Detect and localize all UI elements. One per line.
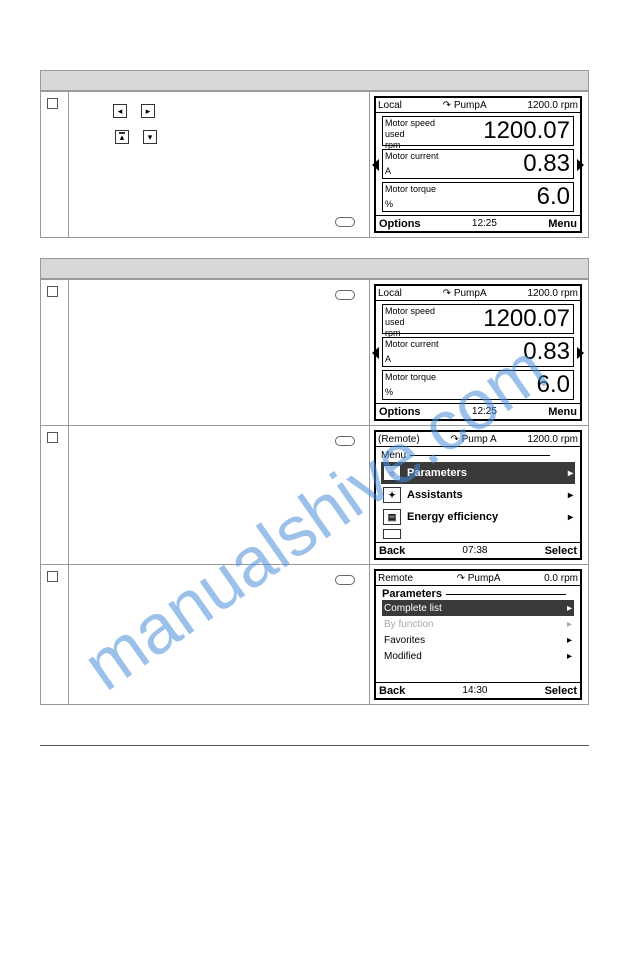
direction-label: ↷ PumpA <box>402 288 528 299</box>
lcd-home-2: Local ↷ PumpA 1200.0 rpm Motor speed use… <box>374 284 582 421</box>
clock: 12:25 <box>421 406 549 417</box>
up-arrow-key: ▴ <box>115 130 129 144</box>
speed-label: 0.0 rpm <box>544 573 578 584</box>
motor-current-value: 0.83 <box>458 150 573 178</box>
soft-key-icon <box>335 290 355 300</box>
chevron-right-icon: ▸ <box>567 603 572 614</box>
step-2a <box>69 280 370 425</box>
section-2: Local ↷ PumpA 1200.0 rpm Motor speed use… <box>40 258 589 705</box>
nav-right-icon <box>577 347 584 359</box>
checkbox-1[interactable] <box>47 98 58 109</box>
soft-key-icon <box>335 436 355 446</box>
chevron-right-icon: ▸ <box>568 512 573 523</box>
reading-1: Motor speed usedrpm 1200.07 <box>382 116 574 146</box>
reading-2: Motor currentA 0.83 <box>382 149 574 179</box>
lcd-params: Remote ↷ PumpA 0.0 rpm Parameters Comple… <box>374 569 582 700</box>
speed-label: 1200.0 rpm <box>527 288 578 299</box>
down-arrow-key: ▾ <box>143 130 157 144</box>
lcd-menu: (Remote) ↷ Pump A 1200.0 rpm Menu ☼Param… <box>374 430 582 560</box>
chevron-right-icon: ▸ <box>568 490 573 501</box>
param-modified[interactable]: Modified▸ <box>382 648 574 664</box>
reading-3: Motor torque% 6.0 <box>382 182 574 212</box>
mode-label: (Remote) <box>378 434 420 445</box>
nav-left-icon <box>372 159 379 171</box>
speed-label: 1200.0 rpm <box>527 434 578 445</box>
checkbox-4[interactable] <box>47 571 58 582</box>
options-softkey[interactable]: Options <box>379 218 421 230</box>
soft-key-icon <box>335 575 355 585</box>
right-arrow-key: ▸ <box>141 104 155 118</box>
row-2a: Local ↷ PumpA 1200.0 rpm Motor speed use… <box>41 279 588 425</box>
params-title: Parameters <box>382 588 574 600</box>
motor-speed-value: 1200.07 <box>458 117 573 145</box>
checkbox-2[interactable] <box>47 286 58 297</box>
lcd-home-1: Local ↷ PumpA 1200.0 rpm Motor speed use… <box>374 96 582 233</box>
nav-right-icon <box>577 159 584 171</box>
direction-label: ↷ PumpA <box>413 573 544 584</box>
menu-item-more <box>381 528 575 540</box>
chevron-right-icon: ▸ <box>568 468 573 479</box>
assistants-icon: ✦ <box>383 487 401 503</box>
row-2b: (Remote) ↷ Pump A 1200.0 rpm Menu ☼Param… <box>41 425 588 564</box>
param-by-function[interactable]: By function▸ <box>382 616 574 632</box>
menu-item-parameters[interactable]: ☼Parameters▸ <box>381 462 575 484</box>
section-1: ◂ ▸ ▴ ▾ Local ↷ PumpA 1200.0 rpm Motor s… <box>40 70 589 238</box>
clock: 07:38 <box>405 545 544 556</box>
step-2b <box>69 426 370 564</box>
row-1: ◂ ▸ ▴ ▾ Local ↷ PumpA 1200.0 rpm Motor s… <box>41 91 588 237</box>
step-1-instructions: ◂ ▸ ▴ ▾ <box>69 92 370 237</box>
back-softkey[interactable]: Back <box>379 685 405 697</box>
step-2c <box>69 565 370 704</box>
direction-label: ↷ Pump A <box>420 434 528 445</box>
parameters-icon: ☼ <box>383 465 401 481</box>
left-arrow-key: ◂ <box>113 104 127 118</box>
nav-left-icon <box>372 347 379 359</box>
menu-title: Menu <box>381 449 575 462</box>
select-softkey[interactable]: Select <box>545 545 577 557</box>
motor-torque-value: 6.0 <box>458 183 573 211</box>
mode-label: Remote <box>378 573 413 584</box>
speed-label: 1200.0 rpm <box>527 100 578 111</box>
checkbox-3[interactable] <box>47 432 58 443</box>
footer-rule <box>40 745 589 746</box>
clock: 12:25 <box>421 218 549 229</box>
param-complete-list[interactable]: Complete list▸ <box>382 600 574 616</box>
param-favorites[interactable]: Favorites▸ <box>382 632 574 648</box>
section-1-header <box>41 71 588 91</box>
direction-label: ↷ PumpA <box>402 100 528 111</box>
select-softkey[interactable]: Select <box>545 685 577 697</box>
menu-softkey[interactable]: Menu <box>548 218 577 230</box>
mode-label: Local <box>378 100 402 111</box>
section-2-header <box>41 259 588 279</box>
chevron-right-icon: ▸ <box>567 651 572 662</box>
chevron-right-icon: ▸ <box>567 635 572 646</box>
soft-key-icon <box>335 217 355 227</box>
menu-item-energy[interactable]: ▤Energy efficiency▸ <box>381 506 575 528</box>
back-softkey[interactable]: Back <box>379 545 405 557</box>
mode-label: Local <box>378 288 402 299</box>
chevron-right-icon: ▸ <box>567 619 572 630</box>
menu-item-assistants[interactable]: ✦Assistants▸ <box>381 484 575 506</box>
energy-icon: ▤ <box>383 509 401 525</box>
options-softkey[interactable]: Options <box>379 406 421 418</box>
row-2c: Remote ↷ PumpA 0.0 rpm Parameters Comple… <box>41 564 588 704</box>
clock: 14:30 <box>405 685 544 696</box>
menu-softkey[interactable]: Menu <box>548 406 577 418</box>
